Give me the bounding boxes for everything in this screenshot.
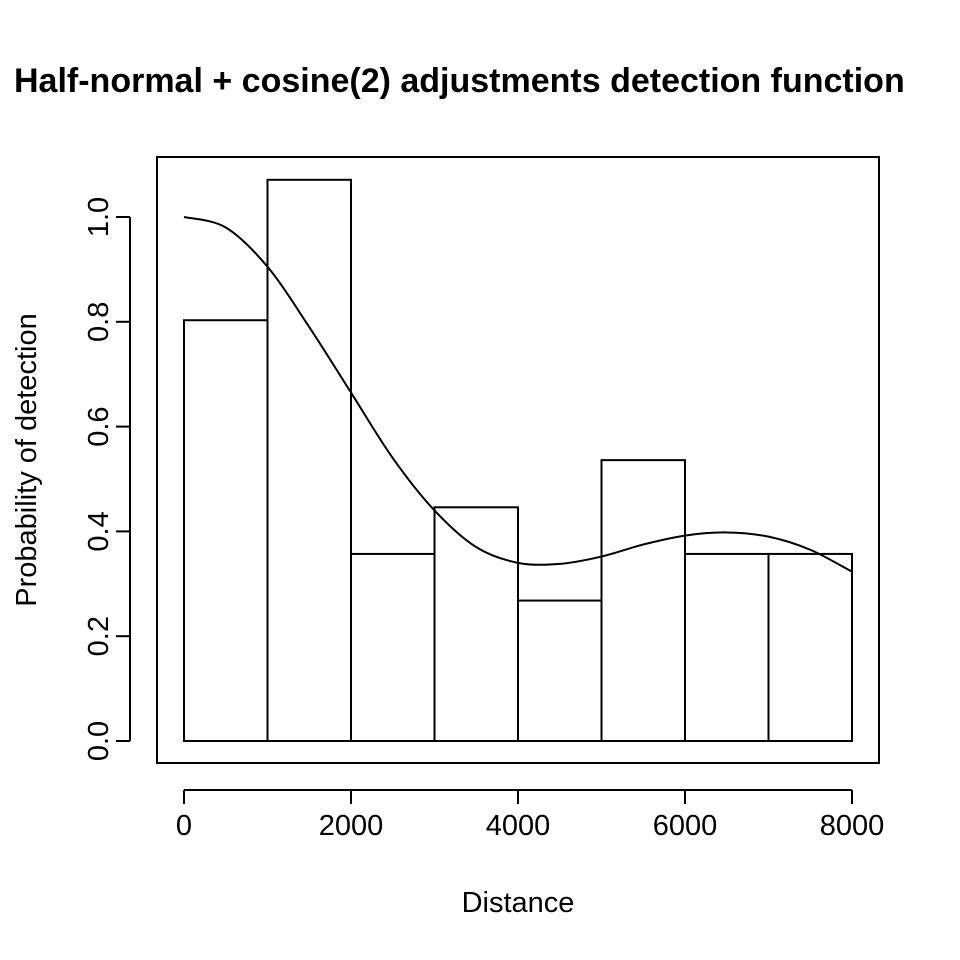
histogram-bar-2	[266, 178, 352, 742]
x-tick-label: 8000	[820, 810, 885, 842]
y-axis: 0.0 0.2 0.4 0.6 0.8 1.0	[83, 197, 131, 761]
histogram-bar-7	[684, 552, 770, 742]
histogram-bar-8	[767, 552, 853, 742]
y-tick-label: 0.8	[83, 302, 115, 342]
y-tick-label: 0.0	[83, 721, 115, 761]
plot-frame	[156, 156, 880, 764]
y-tick-label: 0.4	[83, 511, 115, 551]
x-tick-label: 0	[176, 810, 192, 842]
x-tick-label: 2000	[319, 810, 384, 842]
histogram-bar-6	[600, 459, 686, 742]
x-tick-label: 4000	[486, 810, 551, 842]
detection-function-curve	[183, 216, 853, 573]
y-tick-label: 0.6	[83, 406, 115, 446]
histogram-bar-1	[183, 319, 269, 742]
histogram-bars	[183, 178, 853, 742]
histogram-bar-5	[517, 599, 603, 742]
histogram-bar-4	[433, 506, 519, 742]
x-axis: 0 2000 4000 6000 8000	[176, 789, 885, 842]
y-tick-label: 0.2	[83, 616, 115, 656]
chart-title: Half-normal + cosine(2) adjustments dete…	[14, 62, 905, 100]
y-tick-label: 1.0	[83, 197, 115, 237]
histogram-bar-3	[350, 552, 436, 742]
x-tick-label: 6000	[653, 810, 718, 842]
y-axis-label: Probability of detection	[11, 313, 43, 606]
x-axis-label: Distance	[462, 887, 575, 919]
